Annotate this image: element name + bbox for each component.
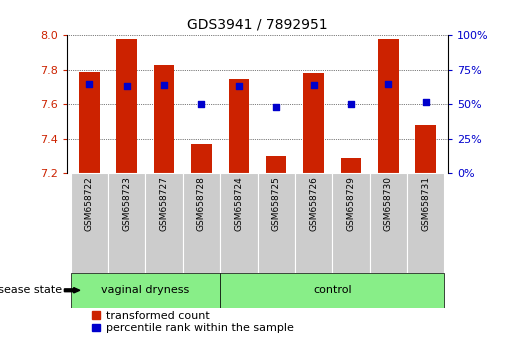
Bar	[370, 173, 407, 273]
Point	[421, 99, 430, 104]
Text: GSM658730: GSM658730	[384, 176, 393, 232]
Bar	[108, 173, 145, 273]
Bar	[295, 173, 332, 273]
Point	[235, 84, 243, 89]
Bar	[332, 173, 370, 273]
Point	[197, 102, 205, 107]
Bar	[416, 125, 436, 173]
Text: GSM658722: GSM658722	[85, 176, 94, 231]
Point	[160, 82, 168, 88]
Text: GSM658726: GSM658726	[309, 176, 318, 231]
Text: GSM658724: GSM658724	[234, 176, 243, 231]
Point	[310, 82, 318, 88]
Text: disease state: disease state	[0, 285, 62, 295]
Text: control: control	[313, 285, 352, 295]
Text: GSM658723: GSM658723	[122, 176, 131, 231]
Bar	[71, 173, 108, 273]
Bar	[407, 173, 444, 273]
Bar	[183, 173, 220, 273]
Bar	[71, 273, 220, 308]
Bar	[154, 65, 175, 173]
Bar	[191, 144, 212, 173]
Point	[384, 81, 392, 87]
Title: GDS3941 / 7892951: GDS3941 / 7892951	[187, 17, 328, 32]
Bar	[378, 39, 399, 173]
Text: vaginal dryness: vaginal dryness	[101, 285, 190, 295]
Point	[347, 102, 355, 107]
Bar	[266, 156, 286, 173]
Text: GSM658729: GSM658729	[347, 176, 355, 231]
Text: GSM658728: GSM658728	[197, 176, 206, 231]
Text: GSM658727: GSM658727	[160, 176, 168, 231]
Bar	[79, 72, 99, 173]
Bar	[145, 173, 183, 273]
Bar	[340, 158, 361, 173]
Bar	[258, 173, 295, 273]
Text: GSM658725: GSM658725	[272, 176, 281, 231]
Point	[85, 81, 94, 87]
Legend: transformed count, percentile rank within the sample: transformed count, percentile rank withi…	[92, 311, 294, 333]
Bar	[229, 79, 249, 173]
Bar	[303, 73, 324, 173]
Point	[123, 84, 131, 89]
Bar	[220, 273, 444, 308]
Bar	[116, 39, 137, 173]
Text: GSM658731: GSM658731	[421, 176, 430, 232]
Bar	[220, 173, 258, 273]
Point	[272, 104, 280, 110]
